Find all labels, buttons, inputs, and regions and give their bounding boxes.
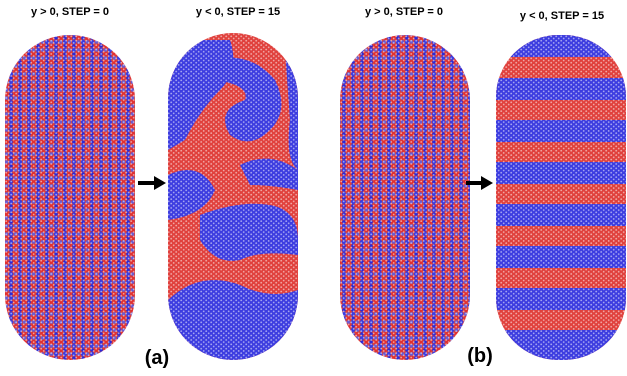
panel-title: y < 0, STEP = 15 [520,10,604,22]
panel-title: y < 0, STEP = 15 [196,6,280,18]
panel-title: y > 0, STEP = 0 [31,6,109,18]
panel-label: (a) [145,347,169,369]
arrow [466,176,493,190]
panel-label: (b) [467,345,493,367]
capsule-domains [168,33,298,360]
panel-title: y > 0, STEP = 0 [365,6,443,18]
capsule-mixed [340,35,470,360]
capsule-mixed [5,35,135,360]
capsule-stripes [496,35,626,360]
figure: y > 0, STEP = 0 y < 0, STEP = 15 y > 0, … [0,0,627,376]
arrow [138,176,166,190]
